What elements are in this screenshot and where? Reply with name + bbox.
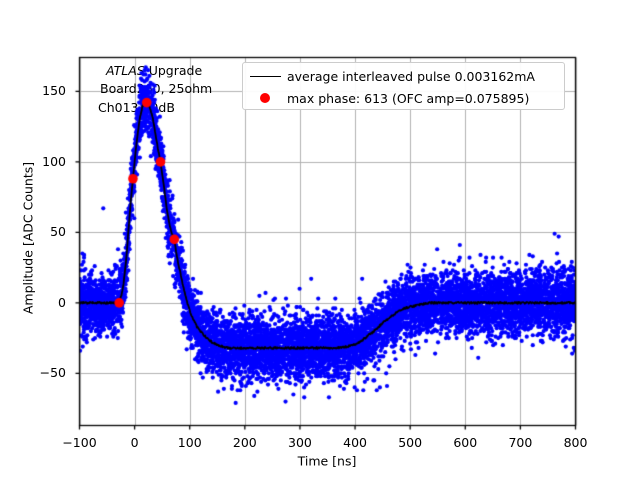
dot-sample-icon [260,93,270,103]
legend-dot-swatch [243,93,287,103]
x-tick-label: 700 [508,435,533,450]
x-tick-label: 100 [177,435,202,450]
x-tick-label: 600 [453,435,478,450]
legend-entry: average interleaved pulse 0.003162mA [243,65,564,87]
y-axis-label: Amplitude [ADC Counts] [20,161,36,315]
legend-label: average interleaved pulse 0.003162mA [287,68,535,84]
legend-entry: max phase: 613 (OFC amp=0.075895) [243,87,564,109]
x-tick-label: 300 [288,435,312,450]
y-tick-label: 150 [42,83,66,99]
y-tick-label: 0 [58,294,66,310]
x-axis-label: Time [ns] [297,453,357,469]
line-sample-icon [249,75,281,77]
legend-line-swatch [243,75,287,77]
x-tick-label: 200 [232,435,257,450]
y-tick-label: 100 [42,153,66,169]
legend-label: max phase: 613 (OFC amp=0.075895) [287,90,530,106]
x-tick-label: 800 [563,435,588,450]
y-tick-label: 50 [50,224,66,240]
legend: average interleaved pulse 0.003162mA max … [242,62,565,110]
y-tick-label: −50 [39,365,66,381]
x-tick-label: −100 [62,435,97,450]
x-tick-label: 0 [130,435,139,450]
x-tick-label: 400 [343,435,367,450]
x-tick-label: 500 [398,435,423,450]
